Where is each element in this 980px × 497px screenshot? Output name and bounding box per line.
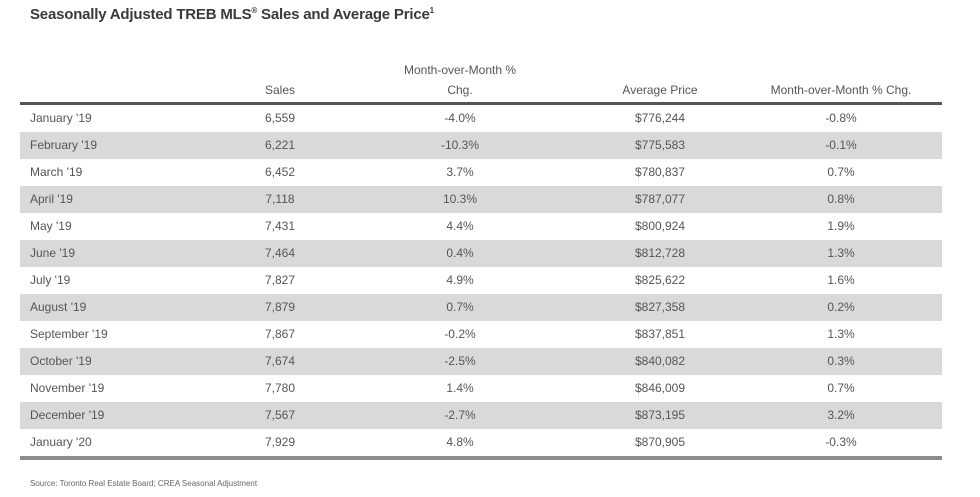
cell-avg-price: $870,905 xyxy=(580,429,740,460)
cell-sales: 7,780 xyxy=(264,381,296,395)
cell-sales-mom: -10.3% xyxy=(340,132,580,159)
cell-month: June '19 xyxy=(20,240,220,267)
cell-sales: 6,559 xyxy=(264,111,296,125)
sales-price-table: Sales Month-over-Month % Chg. Average Pri… xyxy=(20,60,942,460)
cell-sales-mom: -2.5% xyxy=(340,348,580,375)
cell-sales-mom: 0.4% xyxy=(340,240,580,267)
cell-price-mom: 1.3% xyxy=(827,327,855,341)
table-row: April '19 7,118 10.3% $787,077 0.8% xyxy=(20,186,942,213)
cell-month: September '19 xyxy=(30,327,108,341)
cell-avg-price: $827,358 xyxy=(580,294,740,321)
table-row: February '19 6,221 -10.3% $775,583 -0.1% xyxy=(20,132,942,159)
cell-sales: 7,929 xyxy=(220,429,340,460)
cell-month: April '19 xyxy=(20,186,220,213)
cell-price-mom: 1.6% xyxy=(827,273,855,287)
header-average-price: Average Price xyxy=(580,60,740,105)
cell-sales: 7,674 xyxy=(220,348,340,375)
cell-month: May '19 xyxy=(30,219,72,233)
cell-price-mom: 0.7% xyxy=(827,381,855,395)
table-row: November '19 7,780 1.4% $846,009 0.7% xyxy=(20,375,942,402)
cell-sales-mom: -4.0% xyxy=(444,111,476,125)
cell-price-mom: 0.2% xyxy=(740,294,942,321)
header-sales-mom-line1: Month-over-Month % xyxy=(403,63,517,77)
cell-sales-mom: 4.8% xyxy=(340,429,580,460)
header-price-mom: Month-over-Month % Chg. xyxy=(740,60,942,105)
cell-avg-price: $873,195 xyxy=(580,402,740,429)
cell-avg-price: $846,009 xyxy=(634,381,686,395)
cell-month: January '19 xyxy=(30,111,92,125)
registered-mark: ® xyxy=(251,6,258,15)
cell-price-mom: 3.2% xyxy=(740,402,942,429)
cell-sales-mom: -2.7% xyxy=(340,402,580,429)
cell-price-mom: -0.3% xyxy=(740,429,942,460)
header-sales-mom-line2: Chg. xyxy=(447,83,473,97)
cell-sales: 7,827 xyxy=(264,273,296,287)
cell-month: December '19 xyxy=(20,402,220,429)
table-title: Seasonally Adjusted TREB MLS® Sales and … xyxy=(30,6,434,23)
cell-avg-price: $812,728 xyxy=(580,240,740,267)
table-row: March '19 6,452 3.7% $780,837 0.7% xyxy=(20,159,942,186)
cell-avg-price: $800,924 xyxy=(634,219,686,233)
cell-month: January '20 xyxy=(20,429,220,460)
cell-sales: 7,464 xyxy=(220,240,340,267)
table-row: May '19 7,431 4.4% $800,924 1.9% xyxy=(20,213,942,240)
cell-sales: 6,221 xyxy=(220,132,340,159)
title-text-after: Sales and Average Price xyxy=(257,6,430,23)
header-sales: Sales xyxy=(220,60,340,105)
cell-sales: 7,567 xyxy=(220,402,340,429)
header-month xyxy=(20,60,220,105)
table-row: January '19 6,559 -4.0% $776,244 -0.8% xyxy=(20,104,942,133)
cell-month: February '19 xyxy=(20,132,220,159)
cell-sales: 6,452 xyxy=(264,165,296,179)
cell-price-mom: 0.8% xyxy=(740,186,942,213)
cell-avg-price: $776,244 xyxy=(634,111,686,125)
header-sales-mom: Month-over-Month % Chg. xyxy=(340,60,580,105)
table-row: August '19 7,879 0.7% $827,358 0.2% xyxy=(20,294,942,321)
cell-price-mom: 1.3% xyxy=(740,240,942,267)
table-row: January '20 7,929 4.8% $870,905 -0.3% xyxy=(20,429,942,460)
cell-sales: 7,867 xyxy=(264,327,296,341)
cell-price-mom: 0.3% xyxy=(740,348,942,375)
table-header-row: Sales Month-over-Month % Chg. Average Pri… xyxy=(20,60,942,105)
cell-sales: 7,118 xyxy=(220,186,340,213)
cell-price-mom: -0.1% xyxy=(740,132,942,159)
table-row: October '19 7,674 -2.5% $840,082 0.3% xyxy=(20,348,942,375)
cell-month: July '19 xyxy=(30,273,71,287)
cell-sales-mom: -0.2% xyxy=(444,327,476,341)
cell-sales-mom: 4.4% xyxy=(446,219,474,233)
cell-month: November '19 xyxy=(30,381,105,395)
cell-month: October '19 xyxy=(20,348,220,375)
table-row: December '19 7,567 -2.7% $873,195 3.2% xyxy=(20,402,942,429)
cell-sales-mom: 3.7% xyxy=(446,165,474,179)
cell-avg-price: $825,622 xyxy=(634,273,686,287)
cell-sales: 7,879 xyxy=(220,294,340,321)
cell-avg-price: $775,583 xyxy=(580,132,740,159)
table-row: July '19 7,827 4.9% $825,622 1.6% xyxy=(20,267,942,294)
cell-month: March '19 xyxy=(30,165,83,179)
cell-sales-mom: 0.7% xyxy=(340,294,580,321)
cell-price-mom: -0.8% xyxy=(825,111,857,125)
cell-sales: 7,431 xyxy=(264,219,296,233)
cell-sales-mom: 4.9% xyxy=(446,273,474,287)
cell-avg-price: $840,082 xyxy=(580,348,740,375)
title-text: Seasonally Adjusted TREB MLS xyxy=(30,6,252,23)
sales-price-table-container: Sales Month-over-Month % Chg. Average Pri… xyxy=(20,60,942,460)
cell-avg-price: $780,837 xyxy=(634,165,686,179)
footnote-mark: 1 xyxy=(429,6,434,15)
cell-sales-mom: 10.3% xyxy=(340,186,580,213)
cell-sales-mom: 1.4% xyxy=(446,381,474,395)
cell-avg-price: $837,851 xyxy=(634,327,686,341)
source-note: Source: Toronto Real Estate Board; CREA … xyxy=(30,479,258,488)
table-row: September '19 7,867 -0.2% $837,851 1.3% xyxy=(20,321,942,348)
cell-price-mom: 0.7% xyxy=(827,165,855,179)
cell-avg-price: $787,077 xyxy=(580,186,740,213)
cell-month: August '19 xyxy=(20,294,220,321)
cell-price-mom: 1.9% xyxy=(827,219,855,233)
table-row: June '19 7,464 0.4% $812,728 1.3% xyxy=(20,240,942,267)
